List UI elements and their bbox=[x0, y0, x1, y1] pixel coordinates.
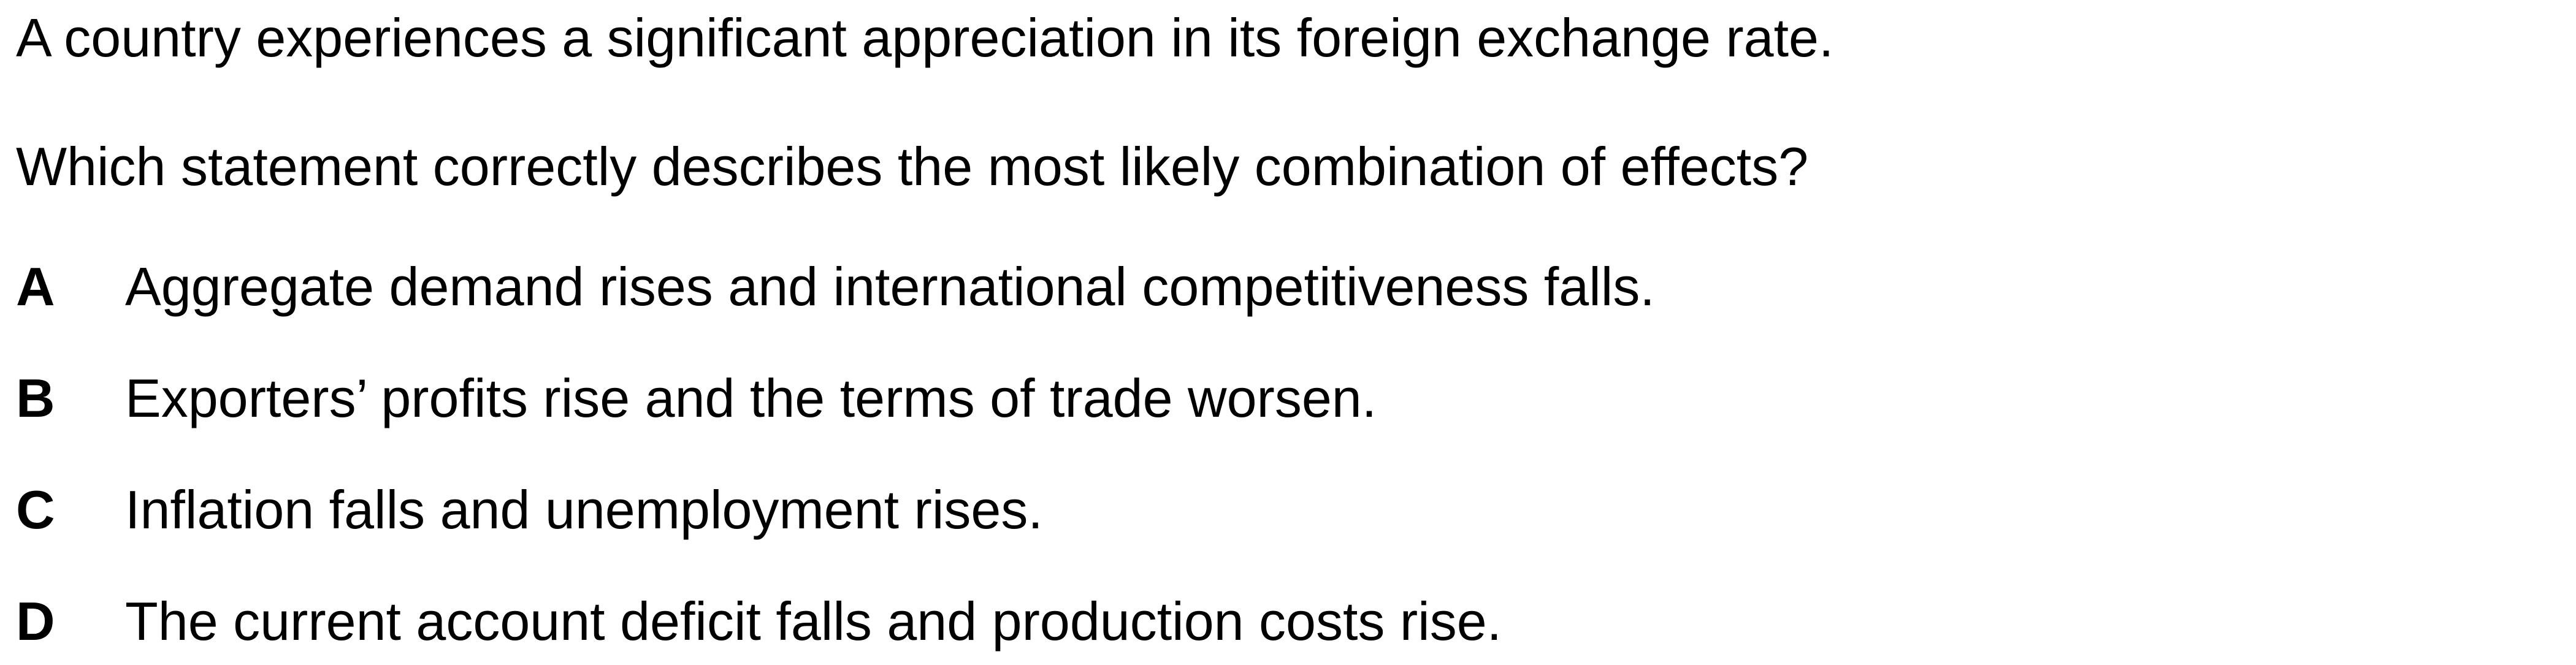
option-letter: C bbox=[16, 479, 55, 540]
option-letter: D bbox=[16, 591, 55, 652]
option-text: Aggregate demand rises and international… bbox=[125, 256, 1655, 317]
option-text: Exporters’ profits rise and the terms of… bbox=[125, 368, 1377, 428]
question-stem-line-2: Which statement correctly describes the … bbox=[16, 136, 1809, 197]
option-letter: B bbox=[16, 368, 55, 428]
option-letter: A bbox=[16, 256, 55, 317]
option-text: Inflation falls and unemployment rises. bbox=[125, 479, 1043, 540]
question-stem-line-1: A country experiences a significant appr… bbox=[16, 7, 1834, 68]
option-text: The current account deficit falls and pr… bbox=[125, 591, 1502, 652]
